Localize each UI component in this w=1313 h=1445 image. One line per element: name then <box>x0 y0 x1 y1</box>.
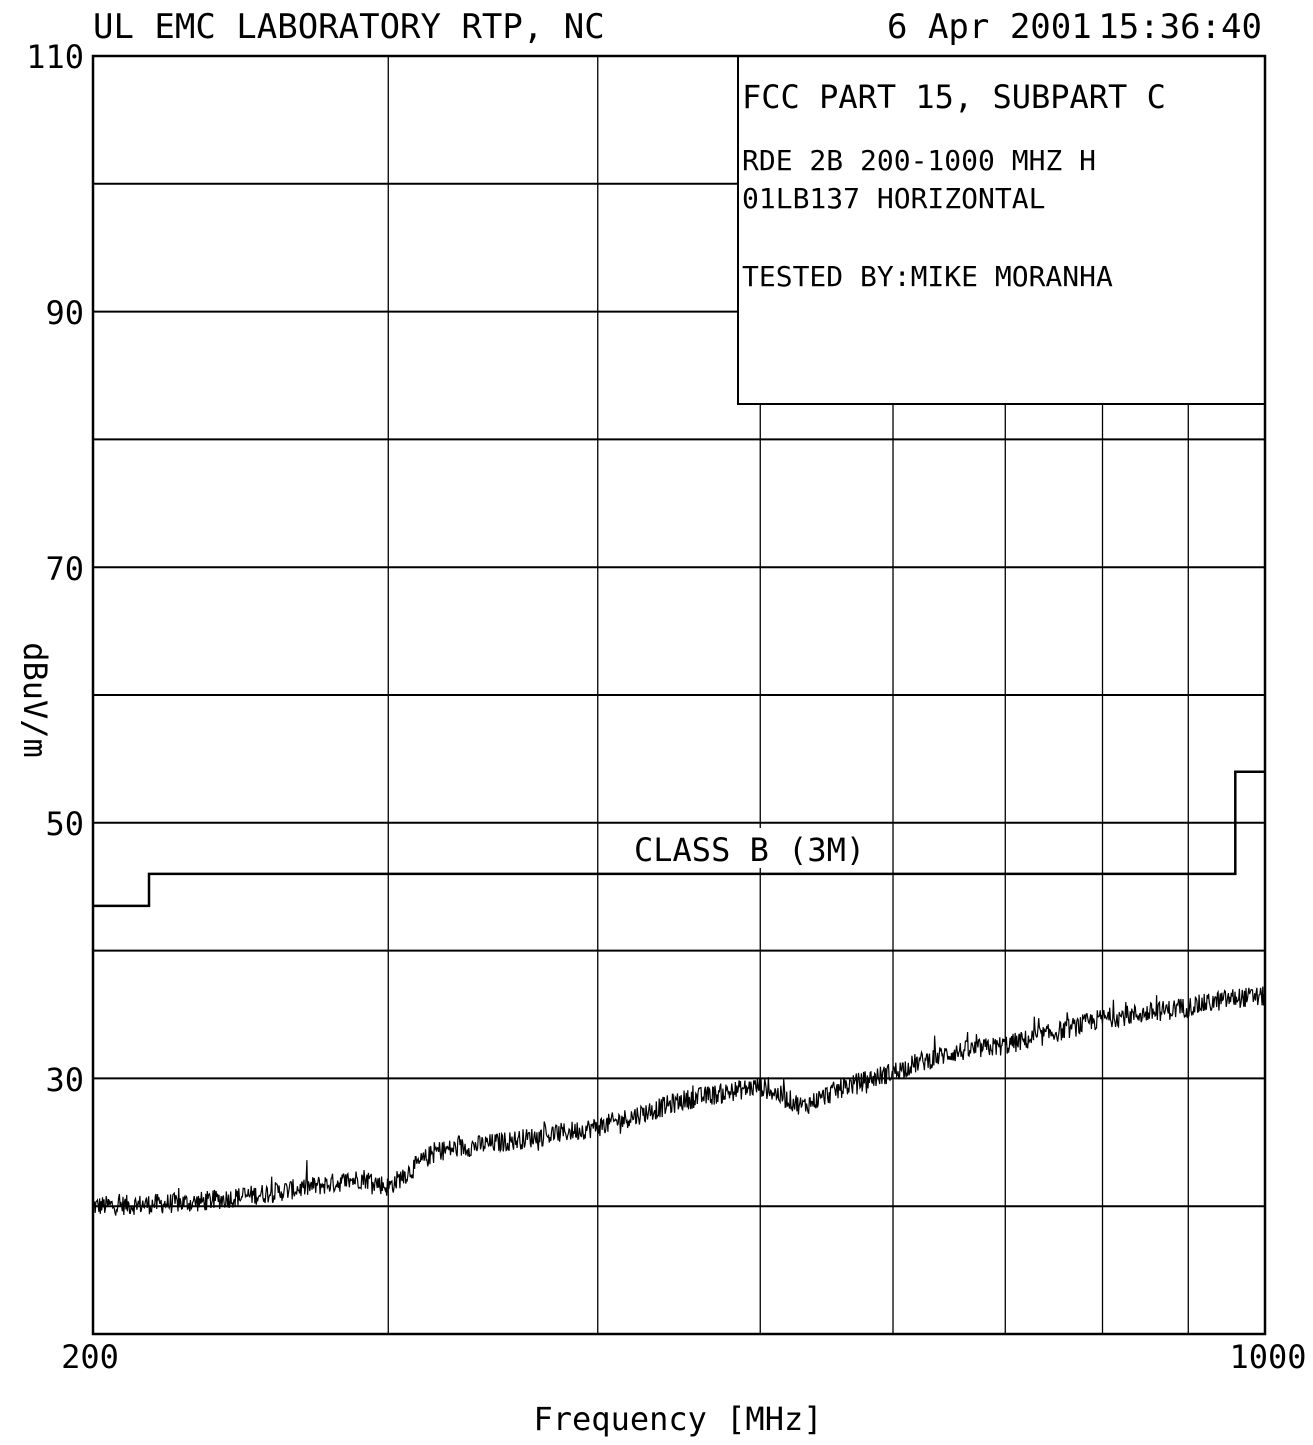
y-tick-label: 30 <box>45 1061 84 1099</box>
info-tested-by: TESTED BY:MIKE MORANHA <box>742 260 1113 293</box>
header-lab: UL EMC LABORATORY RTP, NC <box>93 7 605 47</box>
info-test-id: RDE 2B 200-1000 MHZ H <box>742 144 1096 177</box>
limit-label: CLASS B (3M) <box>634 831 865 869</box>
x-axis-label: Frequency [MHz] <box>534 1400 823 1438</box>
info-polarization: 01LB137 HORIZONTAL <box>742 182 1045 215</box>
y-tick-label: 50 <box>45 805 84 843</box>
header-time: 15:36:40 <box>1098 7 1262 47</box>
plot-frame <box>91 54 1267 1336</box>
measured-emission-trace <box>92 986 1266 1216</box>
series-layer <box>92 770 1266 1216</box>
limit-line-class-b <box>93 770 1265 908</box>
y-tick-label: 110 <box>26 38 84 76</box>
x-tick-label: 1000 <box>1229 1338 1306 1376</box>
y-tick-label: 70 <box>45 550 84 588</box>
y-tick-label: 90 <box>45 294 84 332</box>
header-date: 6 Apr 2001 <box>887 7 1092 47</box>
limit-label-bg <box>630 828 842 868</box>
x-tick-label: 200 <box>61 1338 119 1376</box>
y-axis-label: dBuV/m <box>16 642 54 758</box>
info-box <box>737 55 1266 405</box>
info-title: FCC PART 15, SUBPART C <box>742 78 1166 116</box>
